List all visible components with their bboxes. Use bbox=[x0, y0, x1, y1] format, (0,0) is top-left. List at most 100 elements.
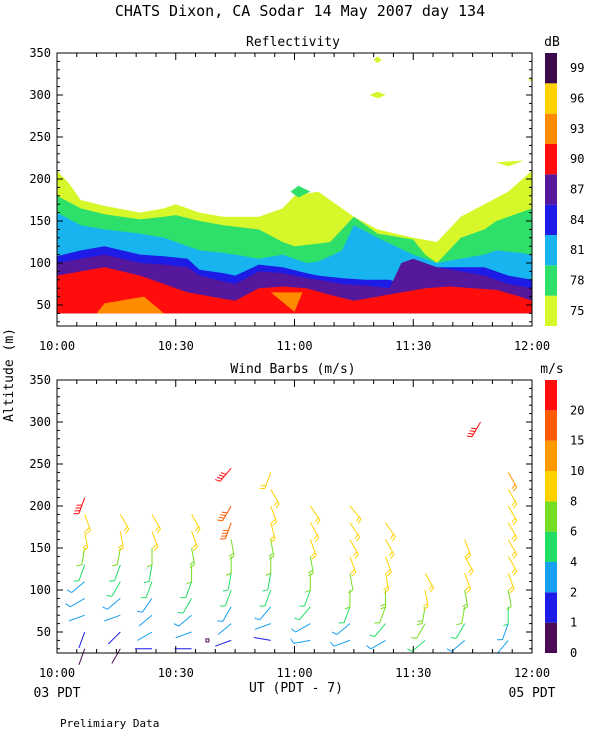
wind-barb-feather bbox=[315, 537, 320, 543]
wind-barb-staff bbox=[81, 547, 86, 565]
wind-barb bbox=[383, 573, 389, 594]
wind-barb-feather bbox=[125, 528, 130, 534]
wind-barb-feather bbox=[513, 520, 518, 526]
reflectivity-colorbar-label: 78 bbox=[570, 274, 584, 288]
reflectivity-x-tick-label: 10:00 bbox=[39, 339, 75, 353]
wind-barb-feather bbox=[229, 555, 235, 560]
wind-barb bbox=[173, 614, 192, 627]
wind-x-tick-label: 11:00 bbox=[276, 666, 312, 680]
wind-barb-staff bbox=[111, 581, 121, 597]
wind-barb-feather bbox=[513, 570, 518, 576]
reflectivity-colorbar-swatch bbox=[545, 113, 557, 144]
wind-barb-feather bbox=[369, 634, 375, 638]
wind-barb-staff bbox=[336, 623, 351, 635]
wind-barb-staff bbox=[259, 606, 272, 621]
wind-barb-feather bbox=[354, 554, 359, 559]
wind-barb bbox=[222, 573, 232, 592]
wind-barb-staff bbox=[78, 648, 86, 665]
wind-barb-feather bbox=[218, 516, 225, 519]
wind-barb-feather bbox=[222, 589, 229, 592]
wind-barb bbox=[265, 556, 272, 576]
reflectivity-colorbar-label: 84 bbox=[570, 213, 584, 227]
wind-barb bbox=[507, 522, 518, 543]
reflectivity-patch-93 bbox=[96, 296, 164, 314]
wind-barb-feather bbox=[310, 552, 316, 557]
wind-barb-feather bbox=[390, 533, 394, 540]
wind-colorbar-label: 4 bbox=[570, 555, 577, 569]
wind-barb bbox=[349, 522, 361, 542]
wind-barb bbox=[259, 472, 272, 490]
wind-barb bbox=[466, 421, 481, 438]
reflectivity-colorbar-label: 81 bbox=[570, 243, 584, 257]
wind-barb bbox=[253, 636, 271, 641]
wind-barb bbox=[82, 531, 89, 552]
reflectivity-x-tick-label: 11:30 bbox=[395, 339, 431, 353]
wind-barb-feather bbox=[217, 519, 223, 522]
wind-colorbar-label: 15 bbox=[570, 434, 584, 448]
wind-colorbar-swatch bbox=[545, 440, 557, 471]
wind-barb bbox=[507, 573, 515, 594]
wind-barb-feather bbox=[316, 519, 321, 525]
wind-barb-feather bbox=[511, 568, 516, 574]
wind-barb bbox=[349, 539, 359, 559]
wind-barb-feather bbox=[428, 585, 433, 590]
wind-barb bbox=[109, 564, 121, 582]
reflectivity-patch-75 bbox=[496, 160, 525, 167]
wind-barb-feather bbox=[220, 472, 227, 475]
wind-barb bbox=[189, 547, 196, 569]
wind-barb bbox=[102, 598, 121, 610]
wind-barb-feather bbox=[466, 435, 473, 438]
wind-barb-feather bbox=[471, 427, 477, 430]
wind-barb bbox=[464, 556, 474, 576]
wind-barb-feather bbox=[355, 516, 360, 522]
wind-barb bbox=[329, 639, 351, 647]
wind-barb-feather bbox=[508, 585, 514, 591]
wind-barb-feather bbox=[173, 623, 179, 627]
wind-barb-feather bbox=[272, 521, 277, 526]
wind-barb-feather bbox=[506, 606, 512, 611]
wind-barb bbox=[497, 623, 509, 641]
wind-barb-staff bbox=[148, 564, 153, 582]
wind-barb bbox=[309, 539, 317, 560]
wind-barb-staff bbox=[299, 606, 311, 621]
wind-barb-feather bbox=[383, 586, 389, 591]
wind-barb-feather bbox=[348, 589, 354, 594]
x-axis-label: UT (PDT - 7) bbox=[249, 681, 343, 696]
wind-barb-feather bbox=[123, 526, 128, 532]
wind-colorbar-label: 6 bbox=[570, 525, 577, 539]
wind-colorbar-swatch bbox=[545, 471, 557, 502]
wind-barb-staff bbox=[253, 636, 271, 641]
wind-colorbar-swatch bbox=[545, 410, 557, 441]
wind-barb bbox=[307, 556, 314, 577]
wind-barb bbox=[349, 505, 362, 525]
wind-colorbar-label: 0 bbox=[570, 646, 577, 660]
wind-barb-feather bbox=[462, 603, 468, 608]
wind-barb bbox=[214, 467, 232, 482]
wind-barb-feather bbox=[513, 503, 518, 509]
wind-barb bbox=[177, 598, 193, 614]
wind-barb-feather bbox=[106, 595, 112, 597]
wind-barb bbox=[344, 590, 351, 610]
reflectivity-patch-75 bbox=[373, 56, 382, 64]
wind-barb-staff bbox=[68, 614, 85, 622]
wind-barb bbox=[262, 573, 272, 592]
wind-barb-staff bbox=[349, 573, 354, 591]
reflectivity-x-tick-label: 11:00 bbox=[276, 339, 312, 353]
wind-barb-feather bbox=[143, 581, 150, 584]
wind-barb-feather bbox=[422, 603, 428, 608]
wind-barb bbox=[104, 614, 121, 622]
wind-barb-feather bbox=[274, 501, 279, 506]
wind-barb-feather bbox=[466, 555, 471, 560]
wind-barb-feather bbox=[416, 623, 423, 626]
wind-barb-staff bbox=[379, 606, 387, 623]
wind-barb-feather bbox=[102, 606, 108, 610]
wind-barb bbox=[309, 522, 320, 543]
wind-barb bbox=[422, 589, 429, 611]
wind-barb bbox=[217, 505, 232, 522]
wind-barb-staff bbox=[111, 648, 121, 664]
wind-barb-staff bbox=[227, 573, 232, 591]
wind-x-tick-label: 12:00 bbox=[514, 666, 550, 680]
wind-barb bbox=[464, 539, 471, 560]
wind-barb-feather bbox=[269, 535, 275, 540]
wind-barb-feather bbox=[220, 514, 226, 517]
